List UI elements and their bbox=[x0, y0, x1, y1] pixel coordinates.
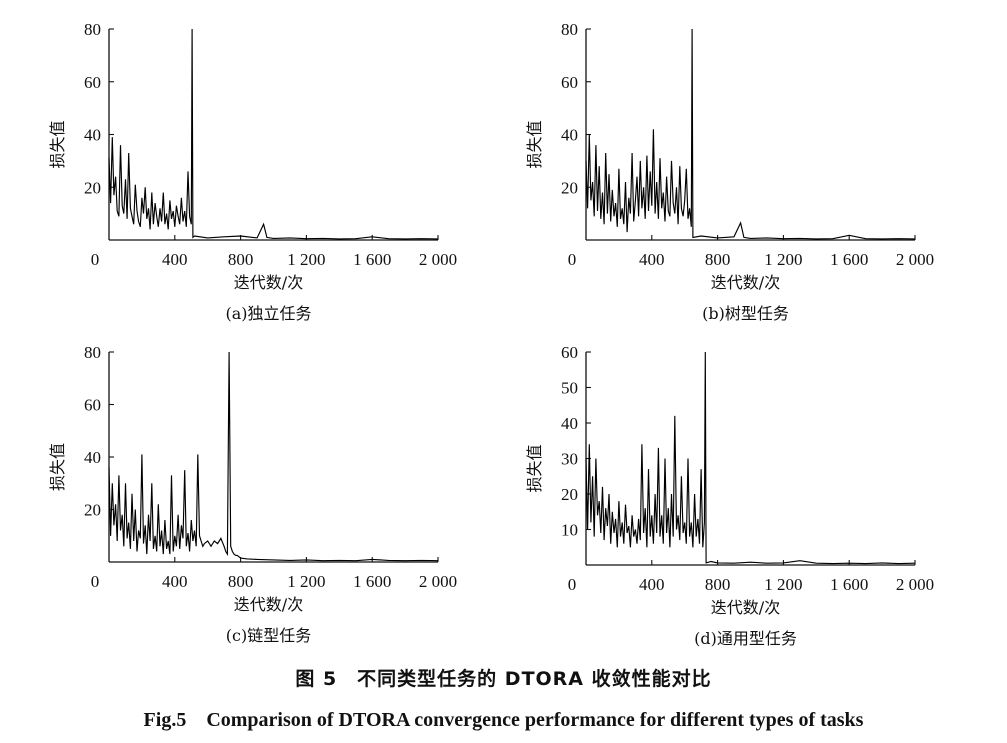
x-tick-label-a-2: 800 bbox=[228, 250, 254, 269]
y-tick-label-b-1: 40 bbox=[561, 126, 578, 145]
y-tick-label-b-2: 60 bbox=[561, 73, 578, 92]
x-tick-label-b-5: 2 000 bbox=[896, 250, 934, 269]
x-tick-label-a-1: 400 bbox=[162, 250, 188, 269]
y-tick-label-d-4: 50 bbox=[561, 379, 578, 398]
panel-caption-b: (b)树型任务 bbox=[702, 304, 789, 323]
x-tick-label-b-2: 800 bbox=[705, 250, 731, 269]
x-tick-label-d-0: 0 bbox=[568, 575, 577, 594]
y-tick-label-d-0: 10 bbox=[561, 521, 578, 540]
y-tick-label-b-3: 80 bbox=[561, 20, 578, 39]
panel-caption-a: (a)独立任务 bbox=[225, 304, 311, 323]
figure-title-english: Fig.5 Comparison of DTORA convergence pe… bbox=[143, 709, 864, 731]
chart-panel-c: 0 400 800 1 200 1 600 2 000 20 40 60 80 迭代数/次 损失值 (c… bbox=[48, 343, 457, 645]
y-tick-label-d-5: 60 bbox=[561, 343, 578, 362]
x-tick-label-b-0: 0 bbox=[568, 250, 577, 269]
x-tick-label-a-5: 2 000 bbox=[419, 250, 457, 269]
loss-series-line-b bbox=[585, 28, 916, 240]
chart-panel-d: 0 400 800 1 200 1 600 2 000 10 20 30 40 50 60 迭代数/次 损… bbox=[525, 343, 934, 648]
y-axis-label-d: 损失值 bbox=[525, 444, 544, 492]
x-tick-label-b-3: 1 200 bbox=[764, 250, 802, 269]
x-tick-label-c-5: 2 000 bbox=[419, 572, 457, 591]
x-axis-label-a: 迭代数/次 bbox=[234, 273, 303, 292]
y-tick-label-a-1: 40 bbox=[84, 126, 101, 145]
x-tick-label-d-2: 800 bbox=[705, 575, 731, 594]
x-tick-label-b-1: 400 bbox=[639, 250, 665, 269]
y-tick-label-d-3: 40 bbox=[561, 414, 578, 433]
y-tick-label-c-3: 80 bbox=[84, 343, 101, 362]
y-tick-label-c-0: 20 bbox=[84, 501, 101, 520]
x-tick-label-d-3: 1 200 bbox=[764, 575, 802, 594]
x-axis-label-b: 迭代数/次 bbox=[711, 273, 780, 292]
loss-series-line-d bbox=[585, 351, 916, 565]
y-tick-label-a-2: 60 bbox=[84, 73, 101, 92]
y-axis-label-c: 损失值 bbox=[48, 443, 67, 491]
x-tick-label-c-4: 1 600 bbox=[353, 572, 391, 591]
figure-title-chinese: 图 5 不同类型任务的 DTORA 收敛性能对比 bbox=[295, 668, 712, 690]
y-tick-label-a-3: 80 bbox=[84, 20, 101, 39]
x-tick-label-a-0: 0 bbox=[91, 250, 100, 269]
x-tick-label-a-4: 1 600 bbox=[353, 250, 391, 269]
x-tick-label-c-2: 800 bbox=[228, 572, 254, 591]
y-tick-label-c-1: 40 bbox=[84, 448, 101, 467]
x-tick-label-d-1: 400 bbox=[639, 575, 665, 594]
panel-caption-c: (c)链型任务 bbox=[226, 626, 311, 645]
x-tick-label-a-3: 1 200 bbox=[287, 250, 325, 269]
loss-series-line-a bbox=[108, 28, 439, 240]
chart-panel-b: 0 400 800 1 200 1 600 2 000 20 40 60 80 迭代数/次 损失值 (b… bbox=[525, 20, 934, 323]
chart-panel-a: 0 400 800 1 200 1 600 2 000 20 40 60 80 迭代数/次 损失值 (a… bbox=[48, 20, 457, 323]
x-tick-label-b-4: 1 600 bbox=[830, 250, 868, 269]
y-axis-label-a: 损失值 bbox=[48, 120, 67, 168]
y-axis-label-b: 损失值 bbox=[525, 120, 544, 168]
x-axis-label-d: 迭代数/次 bbox=[711, 598, 780, 617]
loss-series-line-c bbox=[108, 351, 439, 562]
x-tick-label-d-4: 1 600 bbox=[830, 575, 868, 594]
y-tick-label-b-0: 20 bbox=[561, 178, 578, 197]
x-tick-label-d-5: 2 000 bbox=[896, 575, 934, 594]
y-tick-label-d-1: 20 bbox=[561, 485, 578, 504]
x-tick-label-c-0: 0 bbox=[91, 572, 100, 591]
y-tick-label-d-2: 30 bbox=[561, 450, 578, 469]
figure-canvas: 0 400 800 1 200 1 600 2 00020406080迭代数/次损失值(a… bbox=[48, 20, 934, 648]
y-tick-label-a-0: 20 bbox=[84, 178, 101, 197]
x-tick-label-c-1: 400 bbox=[162, 572, 188, 591]
y-tick-label-c-2: 60 bbox=[84, 396, 101, 415]
panel-caption-d: (d)通用型任务 bbox=[694, 629, 797, 648]
x-tick-label-c-3: 1 200 bbox=[287, 572, 325, 591]
x-axis-label-c: 迭代数/次 bbox=[234, 595, 303, 614]
